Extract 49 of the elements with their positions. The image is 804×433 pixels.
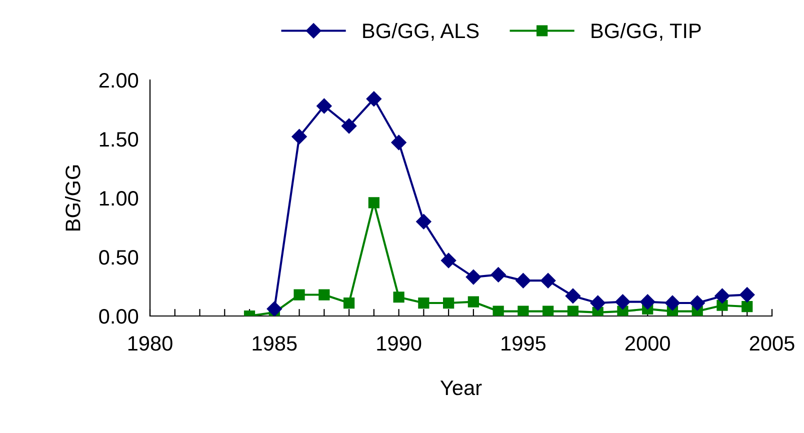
point: [664, 295, 680, 311]
x-tick-label: 1990: [377, 336, 422, 351]
point: [567, 306, 579, 316]
point: [292, 129, 307, 144]
point: [391, 134, 406, 150]
point: [540, 273, 556, 288]
point: [542, 306, 554, 316]
point: [418, 297, 430, 309]
x-tick-label: 1985: [252, 336, 297, 351]
point: [366, 91, 382, 106]
point: [640, 294, 656, 310]
point: [368, 197, 380, 208]
point: [443, 297, 454, 309]
y-tick-label: 1.50: [100, 132, 138, 147]
point: [565, 288, 581, 304]
y-tick-label: 1.00: [100, 191, 138, 206]
point: [316, 98, 332, 114]
y-tick-label: 2.00: [99, 73, 138, 88]
point: [492, 306, 504, 316]
point: [690, 295, 705, 311]
point: [318, 289, 330, 300]
point: [615, 294, 630, 310]
point: [341, 118, 357, 134]
y-tick-label: 0.50: [99, 250, 138, 265]
point: [742, 301, 753, 312]
point: [617, 306, 628, 316]
legend-label: BG/GG, ALS: [363, 22, 479, 41]
point: [590, 295, 606, 311]
point: [343, 297, 355, 309]
point: [518, 306, 529, 316]
x-axis-title: Year: [440, 380, 482, 396]
point: [740, 287, 755, 302]
point: [266, 301, 282, 316]
point: [516, 273, 531, 288]
x-tick-label: 1980: [128, 336, 172, 351]
point: [393, 292, 404, 303]
x-tick-label: 1995: [502, 336, 546, 351]
point: [440, 252, 456, 268]
legend-label: BG/GG, TIP: [592, 22, 701, 41]
point: [294, 289, 305, 300]
y-axis-title: BG/GG: [65, 165, 80, 230]
x-tick-label: 2000: [625, 336, 670, 351]
point: [416, 214, 432, 230]
point: [714, 288, 730, 304]
y-tick-label: 0.00: [99, 309, 138, 324]
point: [490, 267, 506, 282]
point: [468, 296, 479, 308]
point: [466, 269, 482, 285]
x-tick-label: 2005: [750, 336, 794, 351]
